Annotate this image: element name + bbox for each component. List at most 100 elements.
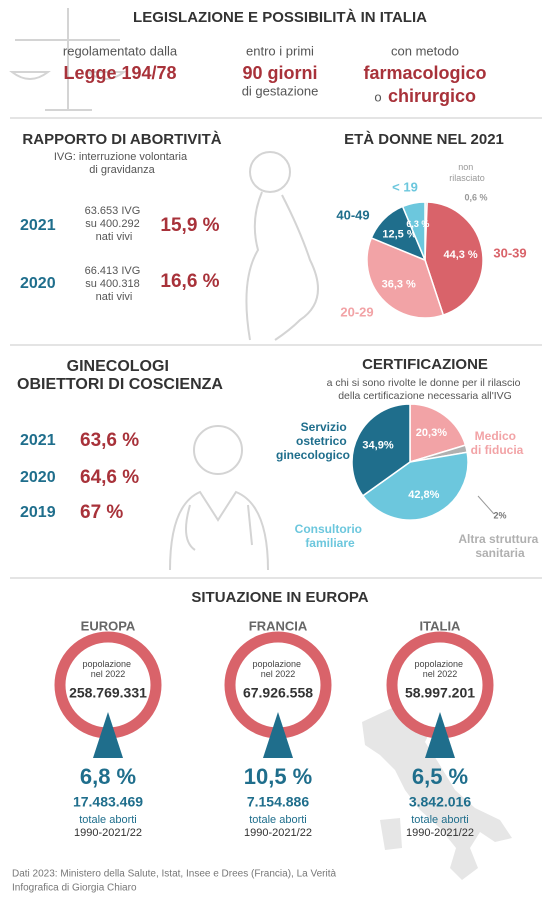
rate: 10,5 % (244, 764, 313, 789)
region-name: EUROPA (81, 618, 136, 633)
value-label: 6,3 % (406, 219, 429, 229)
section-title: GINECOLOGI OBIETTORI DI COSCIENZA (17, 358, 223, 393)
text-line: Servizio (301, 420, 350, 434)
value-label: 34,9% (362, 439, 393, 451)
text-line: popolazione (252, 659, 303, 669)
text-line: GINECOLOGI (67, 358, 174, 375)
section-subtitle: IVG: interruzione volontaria di gravidan… (54, 151, 190, 176)
population: 58.997.201 (405, 685, 475, 701)
doctor-icon (169, 425, 269, 571)
text-line: IVG: interruzione volontaria (54, 151, 190, 163)
pie-slice (424, 201, 484, 316)
item-pre: regolamentato dalla (63, 43, 178, 58)
text-line: su 400.292 (85, 218, 143, 230)
category-label: 40-49 (336, 207, 369, 222)
text-line: 63.653 IVG (85, 205, 144, 217)
section-title: RAPPORTO DI ABORTIVITÀ (22, 131, 221, 148)
item-main: Legge 194/78 (63, 63, 176, 83)
category-label: Medico di fiducia (471, 429, 524, 457)
period: 1990-2021/22 (406, 827, 474, 839)
category-label: 20-29 (340, 304, 373, 319)
year: 2020 (20, 275, 56, 292)
text-line: popolazione (82, 659, 133, 669)
period: 1990-2021/22 (74, 827, 142, 839)
aborts: 17.483.469 (73, 794, 143, 810)
text-line: non (458, 162, 476, 172)
pie-slice (366, 236, 445, 319)
text-line: nati vivi (96, 231, 133, 243)
text-line: su 400.318 (85, 278, 143, 290)
text-line: familiare (305, 536, 355, 550)
value: 67 % (80, 502, 123, 523)
chart-subtitle: a chi si sono rivolte le donne per il ri… (327, 377, 524, 402)
text-line: nati vivi (96, 291, 133, 303)
pie-slice (351, 403, 411, 497)
section-title: SITUAZIONE IN EUROPA (191, 589, 368, 606)
text-line: popolazione (414, 659, 465, 669)
text-line: Consultorio (295, 522, 366, 536)
aborts: 3.842.016 (409, 794, 471, 810)
detail: 66.413 IVG su 400.318 nati vivi (85, 265, 144, 303)
period: 1990-2021/22 (244, 827, 312, 839)
category-label: < 19 (392, 179, 418, 194)
pie-slice (401, 201, 426, 261)
source: Dati 2023: Ministero della Salute, Istat… (12, 869, 336, 880)
year: 2019 (20, 504, 56, 521)
value-label: 12,5 % (382, 229, 416, 241)
detail: 63.653 IVG su 400.292 nati vivi (85, 205, 144, 243)
value-label: 20,3% (416, 427, 447, 439)
credit: Infografica di Giorgia Chiaro (12, 883, 137, 894)
pie-slice (409, 403, 467, 464)
scale-icon (9, 8, 127, 111)
population-label: popolazione nel 2022 (82, 659, 133, 679)
value-label: 44,3 % (443, 249, 477, 261)
text-line: nel 2022 (423, 669, 458, 679)
item-main: chirurgico (388, 86, 476, 106)
item-joiner: o (374, 89, 381, 104)
population: 258.769.331 (69, 685, 147, 701)
aborts: 7.154.886 (247, 794, 309, 810)
year: 2020 (20, 469, 56, 486)
text-line: sanitaria (475, 546, 525, 560)
region-name: ITALIA (420, 618, 462, 633)
pie-slice (361, 451, 469, 521)
value-label: 2% (493, 510, 506, 520)
europe-items: EUROPA popolazione nel 2022 258.769.331 6,8… (54, 618, 494, 839)
category-label: Consultorio familiare (295, 522, 366, 550)
text-line: 66.413 IVG (85, 265, 144, 277)
text-line: ginecologico (276, 448, 350, 462)
text-line: Altra struttura (458, 532, 541, 546)
aborts-note: totale aborti (79, 814, 136, 826)
value-label: 36,3 % (382, 278, 416, 290)
category-label: 30-39 (493, 245, 526, 260)
year: 2021 (20, 432, 56, 449)
aborts-note: totale aborti (411, 814, 468, 826)
italy-map (362, 708, 512, 880)
chart-title: ETÀ DONNE NEL 2021 (344, 131, 504, 148)
value-label: 42,8% (408, 489, 439, 501)
year: 2021 (20, 217, 56, 234)
value-label: 0,6 % (464, 192, 487, 202)
category-label: non rilasciato (449, 162, 485, 183)
text-line: rilasciato (449, 173, 485, 183)
pointer (93, 712, 123, 758)
chart-title: CERTIFICAZIONE (362, 356, 488, 373)
item-pre: entro i primi (246, 43, 314, 58)
rate: 6,8 % (80, 764, 136, 789)
region-name: FRANCIA (249, 618, 308, 633)
text-line: ostetrico (296, 434, 350, 448)
text-line: della certificazione necessaria all'IVG (338, 390, 512, 402)
rate: 6,5 % (412, 764, 468, 789)
leader-line (477, 495, 495, 515)
aborts-note: totale aborti (249, 814, 306, 826)
population-label: popolazione nel 2022 (252, 659, 303, 679)
item-pre: con metodo (391, 43, 459, 58)
text-line: OBIETTORI DI COSCIENZA (17, 376, 223, 393)
item-main: 90 giorni (242, 63, 317, 83)
pointer (425, 712, 455, 758)
category-label: Altra struttura sanitaria (458, 532, 541, 560)
population-label: popolazione nel 2022 (414, 659, 465, 679)
value: 64,6 % (80, 467, 139, 488)
item-post: di gestazione (242, 83, 319, 98)
